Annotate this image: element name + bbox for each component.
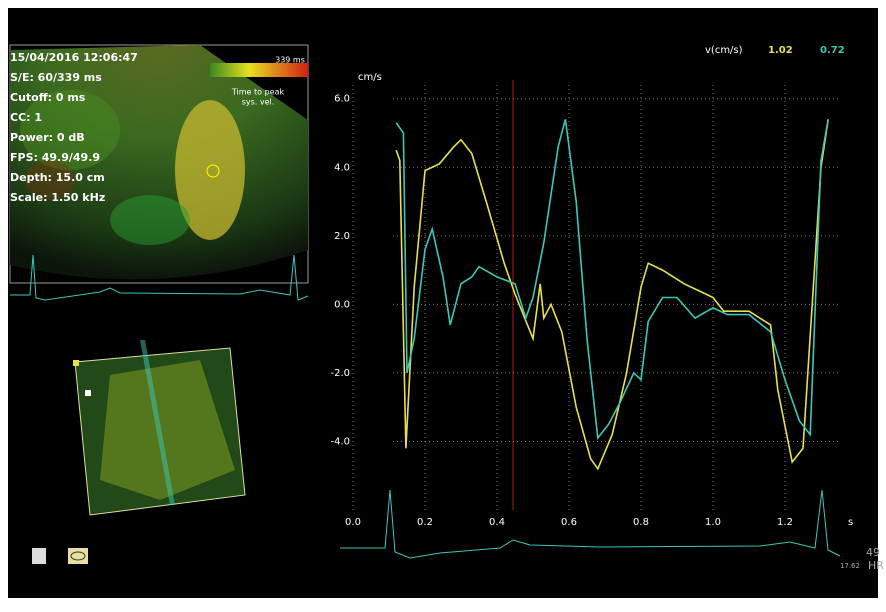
x-tick-label: 0.0 [345, 517, 361, 528]
x-tick-label: 1.2 [777, 517, 793, 528]
overlay-line: S/E: 60/339 ms [10, 71, 102, 84]
y-tick-label: 4.0 [334, 162, 350, 173]
x-tick-label: 0.4 [489, 517, 505, 528]
hr-label: HR [868, 559, 884, 572]
hr-value: 49 [866, 546, 880, 559]
x-tick-label: 0.8 [633, 517, 649, 528]
colorbar-max: 339 ms [275, 56, 305, 65]
y-tick-label: 0.0 [334, 299, 350, 310]
screen: 339 ms Time to peak sys. vel. 15/04/2016… [0, 0, 886, 608]
pen-button[interactable] [32, 548, 46, 564]
readout-label: v(cm/s) [705, 45, 743, 56]
overlay-line: Cutoff: 0 ms [10, 91, 86, 104]
y-tick-label: -2.0 [330, 368, 350, 379]
overlay-line: 15/04/2016 12:06:47 [10, 51, 138, 64]
readout-cyan: 0.72 [820, 45, 845, 56]
readout-yellow: 1.02 [768, 45, 793, 56]
ecg-time: 17.62 [840, 562, 860, 570]
y-tick-label: 2.0 [334, 231, 350, 242]
y-axis-label: cm/s [358, 72, 382, 83]
y-tick-label: 6.0 [334, 94, 350, 105]
overlay-line: Power: 0 dB [10, 131, 85, 144]
y-tick-label: -4.0 [330, 436, 350, 447]
colorbar-caption: sys. vel. [242, 98, 275, 107]
x-tick-label: 1.0 [705, 517, 721, 528]
overlay-line: FPS: 49.9/49.9 [10, 151, 100, 164]
x-axis-label: s [848, 517, 853, 528]
overlay-line: CC: 1 [10, 111, 42, 124]
overlay-line: Depth: 15.0 cm [10, 171, 105, 184]
x-tick-label: 0.6 [561, 517, 577, 528]
overlay-line: Scale: 1.50 kHz [10, 191, 105, 204]
x-tick-label: 0.2 [417, 517, 433, 528]
colorbar-caption: Time to peak [231, 88, 285, 97]
